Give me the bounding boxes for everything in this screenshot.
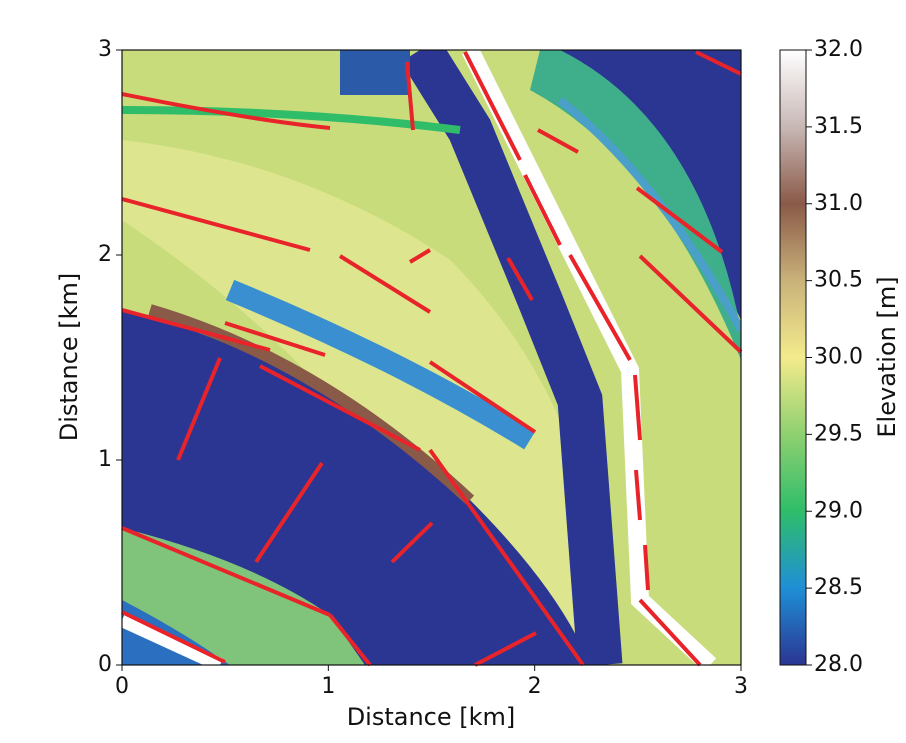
colorbar-tick-label: 30.0: [814, 345, 863, 370]
x-tick-label: 0: [115, 674, 129, 699]
y-tick-label: 1: [98, 447, 112, 472]
colorbar-label: Elevation [m]: [873, 276, 901, 437]
colorbar-tick-label: 28.5: [814, 575, 863, 600]
feature-lines: [121, 50, 743, 667]
x-tick-label: 3: [734, 674, 748, 699]
y-tick-label: 0: [98, 652, 112, 677]
colorbar-tick-label: 29.5: [814, 421, 863, 446]
x-axis-label: Distance [km]: [347, 703, 516, 731]
colorbar: [779, 49, 807, 666]
colorbar-tick-label: 32.0: [814, 37, 863, 62]
colorbar-tick-label: 31.0: [814, 191, 863, 216]
colorbar-tick-label: 29.0: [814, 498, 863, 523]
y-axis-label: Distance [km]: [55, 273, 83, 442]
plot-frame: [121, 49, 742, 666]
y-tick-label: 2: [98, 242, 112, 267]
y-tick-label: 3: [98, 37, 112, 62]
colorbar-tick-label: 31.5: [814, 114, 863, 139]
elevation-map: [122, 50, 741, 665]
x-tick-label: 1: [321, 674, 335, 699]
colorbar-tick-label: 28.0: [814, 652, 863, 677]
colorbar-tick-label: 30.5: [814, 268, 863, 293]
x-tick-label: 2: [528, 674, 542, 699]
